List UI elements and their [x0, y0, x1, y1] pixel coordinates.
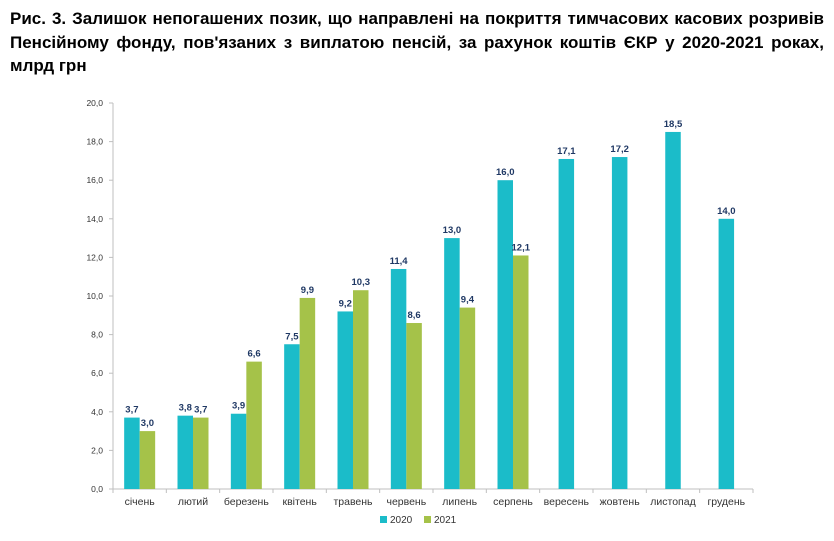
bar-2021-1	[139, 431, 156, 489]
y-axis: 0,0 2,0 4,0 6,0 8,0 10,0 12,0 14,0 16,0 18,0 20,0	[86, 98, 114, 494]
y-tick-label: 2,0	[91, 445, 103, 455]
data-label-2021: 12,1	[512, 242, 531, 253]
data-label-2020: 7,5	[285, 331, 299, 342]
x-tick-label: липень	[442, 496, 477, 508]
data-label-2021: 10,3	[352, 277, 371, 288]
x-tick-label: червень	[386, 496, 426, 508]
bar-2020-3	[230, 413, 247, 489]
data-label-2021: 6,6	[247, 349, 260, 360]
data-label-2021: 9,4	[461, 295, 475, 306]
x-tick-label: січень	[125, 496, 156, 508]
y-tick-label: 14,0	[86, 214, 103, 224]
data-label-2020: 18,5	[664, 119, 683, 130]
x-tick-label: лютий	[178, 496, 208, 508]
bar-2021-8	[513, 255, 529, 489]
bar-2021-6	[406, 323, 422, 489]
data-label-2021: 9,9	[301, 285, 314, 296]
y-tick-label: 0,0	[91, 484, 103, 494]
y-tick-label: 8,0	[91, 330, 103, 340]
y-tick-label: 12,0	[86, 252, 103, 262]
bar-2021-3	[246, 361, 262, 489]
data-label-2020: 3,8	[179, 403, 192, 414]
x-tick-label: жовтень	[600, 496, 641, 508]
bar-2021-5	[353, 290, 369, 489]
legend-label-2020: 2020	[390, 515, 413, 526]
legend-swatch-2021	[424, 516, 431, 523]
data-label-2020: 9,2	[339, 298, 352, 309]
data-label-2020: 13,0	[443, 225, 462, 236]
x-tick-label: листопад	[650, 496, 695, 508]
bar-2021-4	[299, 297, 316, 489]
x-tick-label: грудень	[707, 496, 745, 508]
y-tick-label: 18,0	[86, 137, 103, 147]
x-tick-label: серпень	[493, 496, 533, 508]
legend: 2020 2021	[380, 515, 457, 526]
data-label-2020: 17,2	[610, 144, 629, 155]
bar-2020-11	[665, 131, 681, 489]
bars	[124, 131, 735, 490]
y-tick-label: 6,0	[91, 368, 103, 378]
bar-2021-7	[459, 307, 476, 489]
data-label-2021: 8,6	[407, 310, 420, 321]
legend-label-2021: 2021	[434, 515, 457, 526]
bar-2020-8	[497, 180, 513, 489]
data-label-2020: 11,4	[390, 256, 409, 267]
bar-2021-2	[193, 417, 209, 489]
x-tick-label: квітень	[283, 496, 318, 508]
data-label-2021: 3,0	[141, 418, 154, 429]
chart-title: Рис. 3. Залишок непогашених позик, що на…	[10, 9, 824, 75]
y-tick-label: 20,0	[86, 98, 103, 108]
data-label-2020: 17,1	[557, 146, 576, 157]
bar-2020-7	[444, 238, 460, 489]
data-label-2021: 3,7	[194, 405, 207, 416]
data-label-2020: 16,0	[496, 167, 515, 178]
bar-2020-6	[390, 268, 407, 489]
x-tick-label: вересень	[544, 496, 590, 508]
data-labels: 3,73,03,8 3,7 3,96,67,59,99,210,311,48,613…	[125, 119, 735, 429]
data-label-2020: 3,9	[232, 401, 245, 412]
bar-2020-1	[124, 417, 140, 489]
x-tick-label: травень	[333, 496, 373, 508]
data-label-2020: 3,7	[125, 405, 138, 416]
bar-2020-9	[558, 158, 575, 489]
y-tick-label: 4,0	[91, 407, 103, 417]
x-tick-label: березень	[224, 496, 270, 508]
bar-2020-4	[284, 344, 300, 489]
data-label-2020: 14,0	[717, 206, 736, 217]
y-tick-label: 10,0	[86, 291, 103, 301]
bar-2020-10	[611, 157, 628, 490]
bar-2020-2	[177, 415, 193, 489]
y-tick-label: 16,0	[86, 175, 103, 185]
bar-2020-5	[337, 311, 353, 489]
x-axis: січень лютий березень квітень травень червень…	[112, 488, 754, 508]
legend-swatch-2020	[380, 516, 387, 523]
bar-2020-12	[718, 218, 735, 490]
